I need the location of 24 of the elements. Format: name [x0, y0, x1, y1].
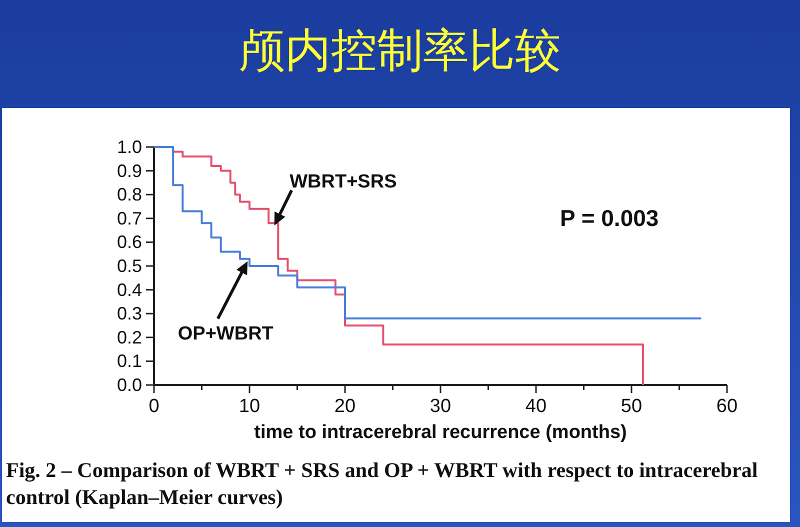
y-tick-label: 0.8	[116, 184, 142, 205]
y-tick-label: 0.5	[116, 256, 142, 276]
y-tick-label: 0.6	[116, 232, 142, 252]
x-tick-label: 20	[334, 396, 356, 417]
x-tick-label: 50	[620, 396, 642, 417]
x-tick-label: 0	[148, 396, 160, 417]
x-tick-label: 40	[525, 396, 547, 417]
y-tick-label: 1.0	[116, 137, 142, 157]
x-axis-title: time to intracerebral recurrence (months)	[254, 422, 627, 443]
chart-title: 颅内控制率比较	[239, 25, 561, 76]
y-tick-label: 0.2	[116, 327, 142, 348]
text: OP+WBRT	[178, 324, 274, 345]
series-label: WBRT+SRS	[290, 171, 397, 192]
x-tick-label: 10	[238, 396, 260, 417]
y-tick-label: 0.0	[116, 375, 142, 395]
x-tick-label: 60	[716, 396, 738, 417]
y-tick-label: 0.3	[116, 304, 142, 324]
y-tick-label: 0.1	[116, 351, 142, 372]
y-tick-label: 0.4	[116, 280, 142, 300]
caption: Fig. 2 – Comparison of WBRT + SRS and OP + WBRT with respect to intracerebral control (Kaplan–Meier curves)	[6, 458, 758, 509]
x-tick-label: 30	[430, 396, 452, 417]
y-tick-label: 0.7	[116, 208, 142, 228]
y-tick-label: 0.9	[116, 160, 142, 181]
annotation: P = 0.003	[560, 205, 659, 231]
